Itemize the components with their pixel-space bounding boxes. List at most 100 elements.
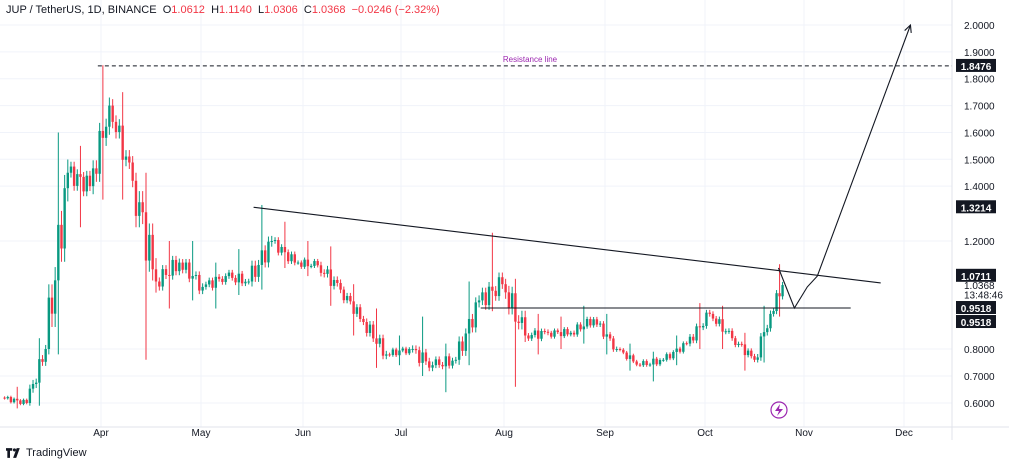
candle-body xyxy=(339,282,342,290)
candle-body xyxy=(151,234,154,270)
candle-body xyxy=(72,166,76,186)
candle-body xyxy=(352,301,355,314)
candle-body xyxy=(50,297,54,314)
y-tick-label: 0.8000 xyxy=(964,345,995,356)
candle-body xyxy=(12,398,16,403)
candle-body xyxy=(563,329,566,337)
candle-body xyxy=(171,259,174,276)
candle-body xyxy=(332,279,336,286)
candle-body xyxy=(655,358,658,365)
candle-body xyxy=(592,319,595,326)
candle-body xyxy=(598,323,602,325)
candle-body xyxy=(688,336,692,344)
candle-body xyxy=(530,335,533,339)
candle-body xyxy=(22,399,25,404)
candle-body xyxy=(494,290,497,297)
x-tick-label: May xyxy=(192,428,211,439)
candle-body xyxy=(234,277,237,283)
price-label: 1.0711 xyxy=(961,272,991,283)
candle-body xyxy=(766,328,769,333)
candle-body xyxy=(194,274,198,277)
candle-body xyxy=(313,261,316,266)
candle-body xyxy=(309,265,313,267)
candle-body xyxy=(19,400,22,404)
candle-body xyxy=(128,156,131,163)
candle-body xyxy=(523,317,527,336)
candle-body xyxy=(214,276,218,288)
x-tick-label: Aug xyxy=(495,428,513,439)
candle-body xyxy=(270,241,273,242)
candle-body xyxy=(781,285,784,297)
candle-body xyxy=(168,274,171,276)
candle-body xyxy=(414,348,418,351)
price-label-box xyxy=(956,268,996,282)
candle-body xyxy=(444,356,448,367)
candle-body xyxy=(652,358,655,365)
candle-body xyxy=(88,175,92,187)
candle-body xyxy=(750,350,753,357)
candle-body xyxy=(260,250,264,265)
high-value: 1.1140 xyxy=(219,4,252,16)
candle-body xyxy=(708,312,711,314)
candle-body xyxy=(533,330,537,336)
candle-body xyxy=(134,180,138,216)
candle-body xyxy=(306,259,310,267)
candle-body xyxy=(408,349,411,354)
candle-body xyxy=(326,269,329,274)
candle-body xyxy=(41,359,44,362)
candle-body xyxy=(550,332,553,337)
candle-body xyxy=(240,273,244,284)
candle-body xyxy=(154,269,158,282)
low-label: L xyxy=(257,4,265,16)
candle-body xyxy=(769,313,772,329)
candle-body xyxy=(711,313,715,319)
candle-body xyxy=(44,349,47,362)
y-tick-label: 1.9000 xyxy=(964,48,995,59)
candle-body xyxy=(746,350,750,356)
candle-body xyxy=(263,250,267,263)
candle-body xyxy=(198,274,201,291)
candle-body xyxy=(184,262,188,270)
tradingview-logo-icon xyxy=(6,448,20,458)
symbol-name[interactable]: JUP / TetherUS, 1D, BINANCE xyxy=(6,4,157,16)
candle-body xyxy=(121,125,124,160)
close-label: C xyxy=(303,4,312,16)
candle-body xyxy=(589,319,592,326)
candle-body xyxy=(34,382,38,384)
price-label-box xyxy=(956,315,996,329)
candle-body xyxy=(504,284,507,293)
x-tick-label: Jun xyxy=(295,428,311,439)
candle-body xyxy=(69,166,73,173)
candle-body xyxy=(675,348,678,352)
candle-body xyxy=(471,318,474,328)
candle-body xyxy=(718,319,721,324)
candle-body xyxy=(682,343,685,352)
candle-body xyxy=(605,334,608,337)
candle-body xyxy=(772,311,775,314)
candle-body xyxy=(362,318,365,322)
candle-body xyxy=(625,352,628,359)
candle-body xyxy=(296,262,300,264)
candle-body xyxy=(566,329,569,335)
tradingview-brand[interactable]: TradingView xyxy=(6,447,87,459)
x-tick-label: Nov xyxy=(795,428,813,439)
candle-body xyxy=(701,325,705,328)
candle-body xyxy=(461,341,464,351)
candle-body xyxy=(164,269,168,275)
open-value: 1.0612 xyxy=(171,4,205,16)
candle-body xyxy=(188,262,191,279)
candle-body xyxy=(375,338,378,344)
candle-body xyxy=(6,397,9,399)
candle-body xyxy=(201,286,204,291)
candle-body xyxy=(724,331,727,333)
y-tick-label: 1.8000 xyxy=(964,75,995,86)
candle-body xyxy=(418,350,421,363)
candle-body xyxy=(60,224,63,249)
candle-body xyxy=(336,279,339,283)
candle-body xyxy=(365,322,368,333)
y-tick-label: 1.7000 xyxy=(964,102,995,113)
candle-body xyxy=(388,354,391,356)
candle-body xyxy=(98,130,101,174)
candle-body xyxy=(404,348,408,354)
